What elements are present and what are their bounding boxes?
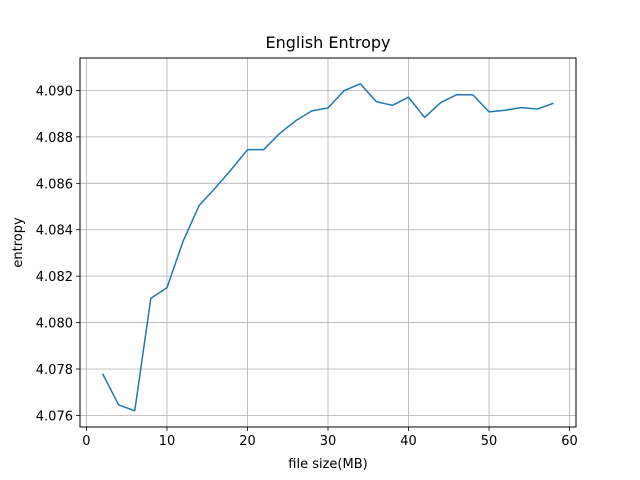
x-axis-label: file size(MB): [288, 457, 367, 472]
y-tick-label: 4.088: [36, 131, 73, 146]
grid: [80, 58, 576, 427]
y-tick-label: 4.084: [36, 224, 73, 239]
y-tick-label: 4.078: [36, 363, 73, 378]
x-tick-label: 50: [481, 434, 498, 449]
series-layer: [101, 83, 554, 412]
y-tick-label: 4.086: [36, 177, 73, 192]
x-tick-label: 40: [400, 434, 417, 449]
x-tick-label: 10: [159, 434, 176, 449]
series-line: [101, 83, 554, 412]
chart-title: English Entropy: [265, 33, 390, 52]
ticks: 0 10 20 30 40 50 60 4.076 4.078 4.080 4.082 4.084 4.…: [36, 84, 578, 449]
x-tick-label: 30: [320, 434, 337, 449]
y-tick-label: 4.076: [36, 409, 73, 424]
y-tick-label: 4.080: [36, 317, 73, 332]
y-tick-label: 4.082: [36, 270, 73, 285]
y-axis-label: entropy: [11, 217, 26, 268]
x-tick-label: 0: [82, 434, 90, 449]
x-tick-label: 20: [239, 434, 256, 449]
y-tick-label: 4.090: [36, 84, 73, 99]
x-tick-label: 60: [561, 434, 578, 449]
